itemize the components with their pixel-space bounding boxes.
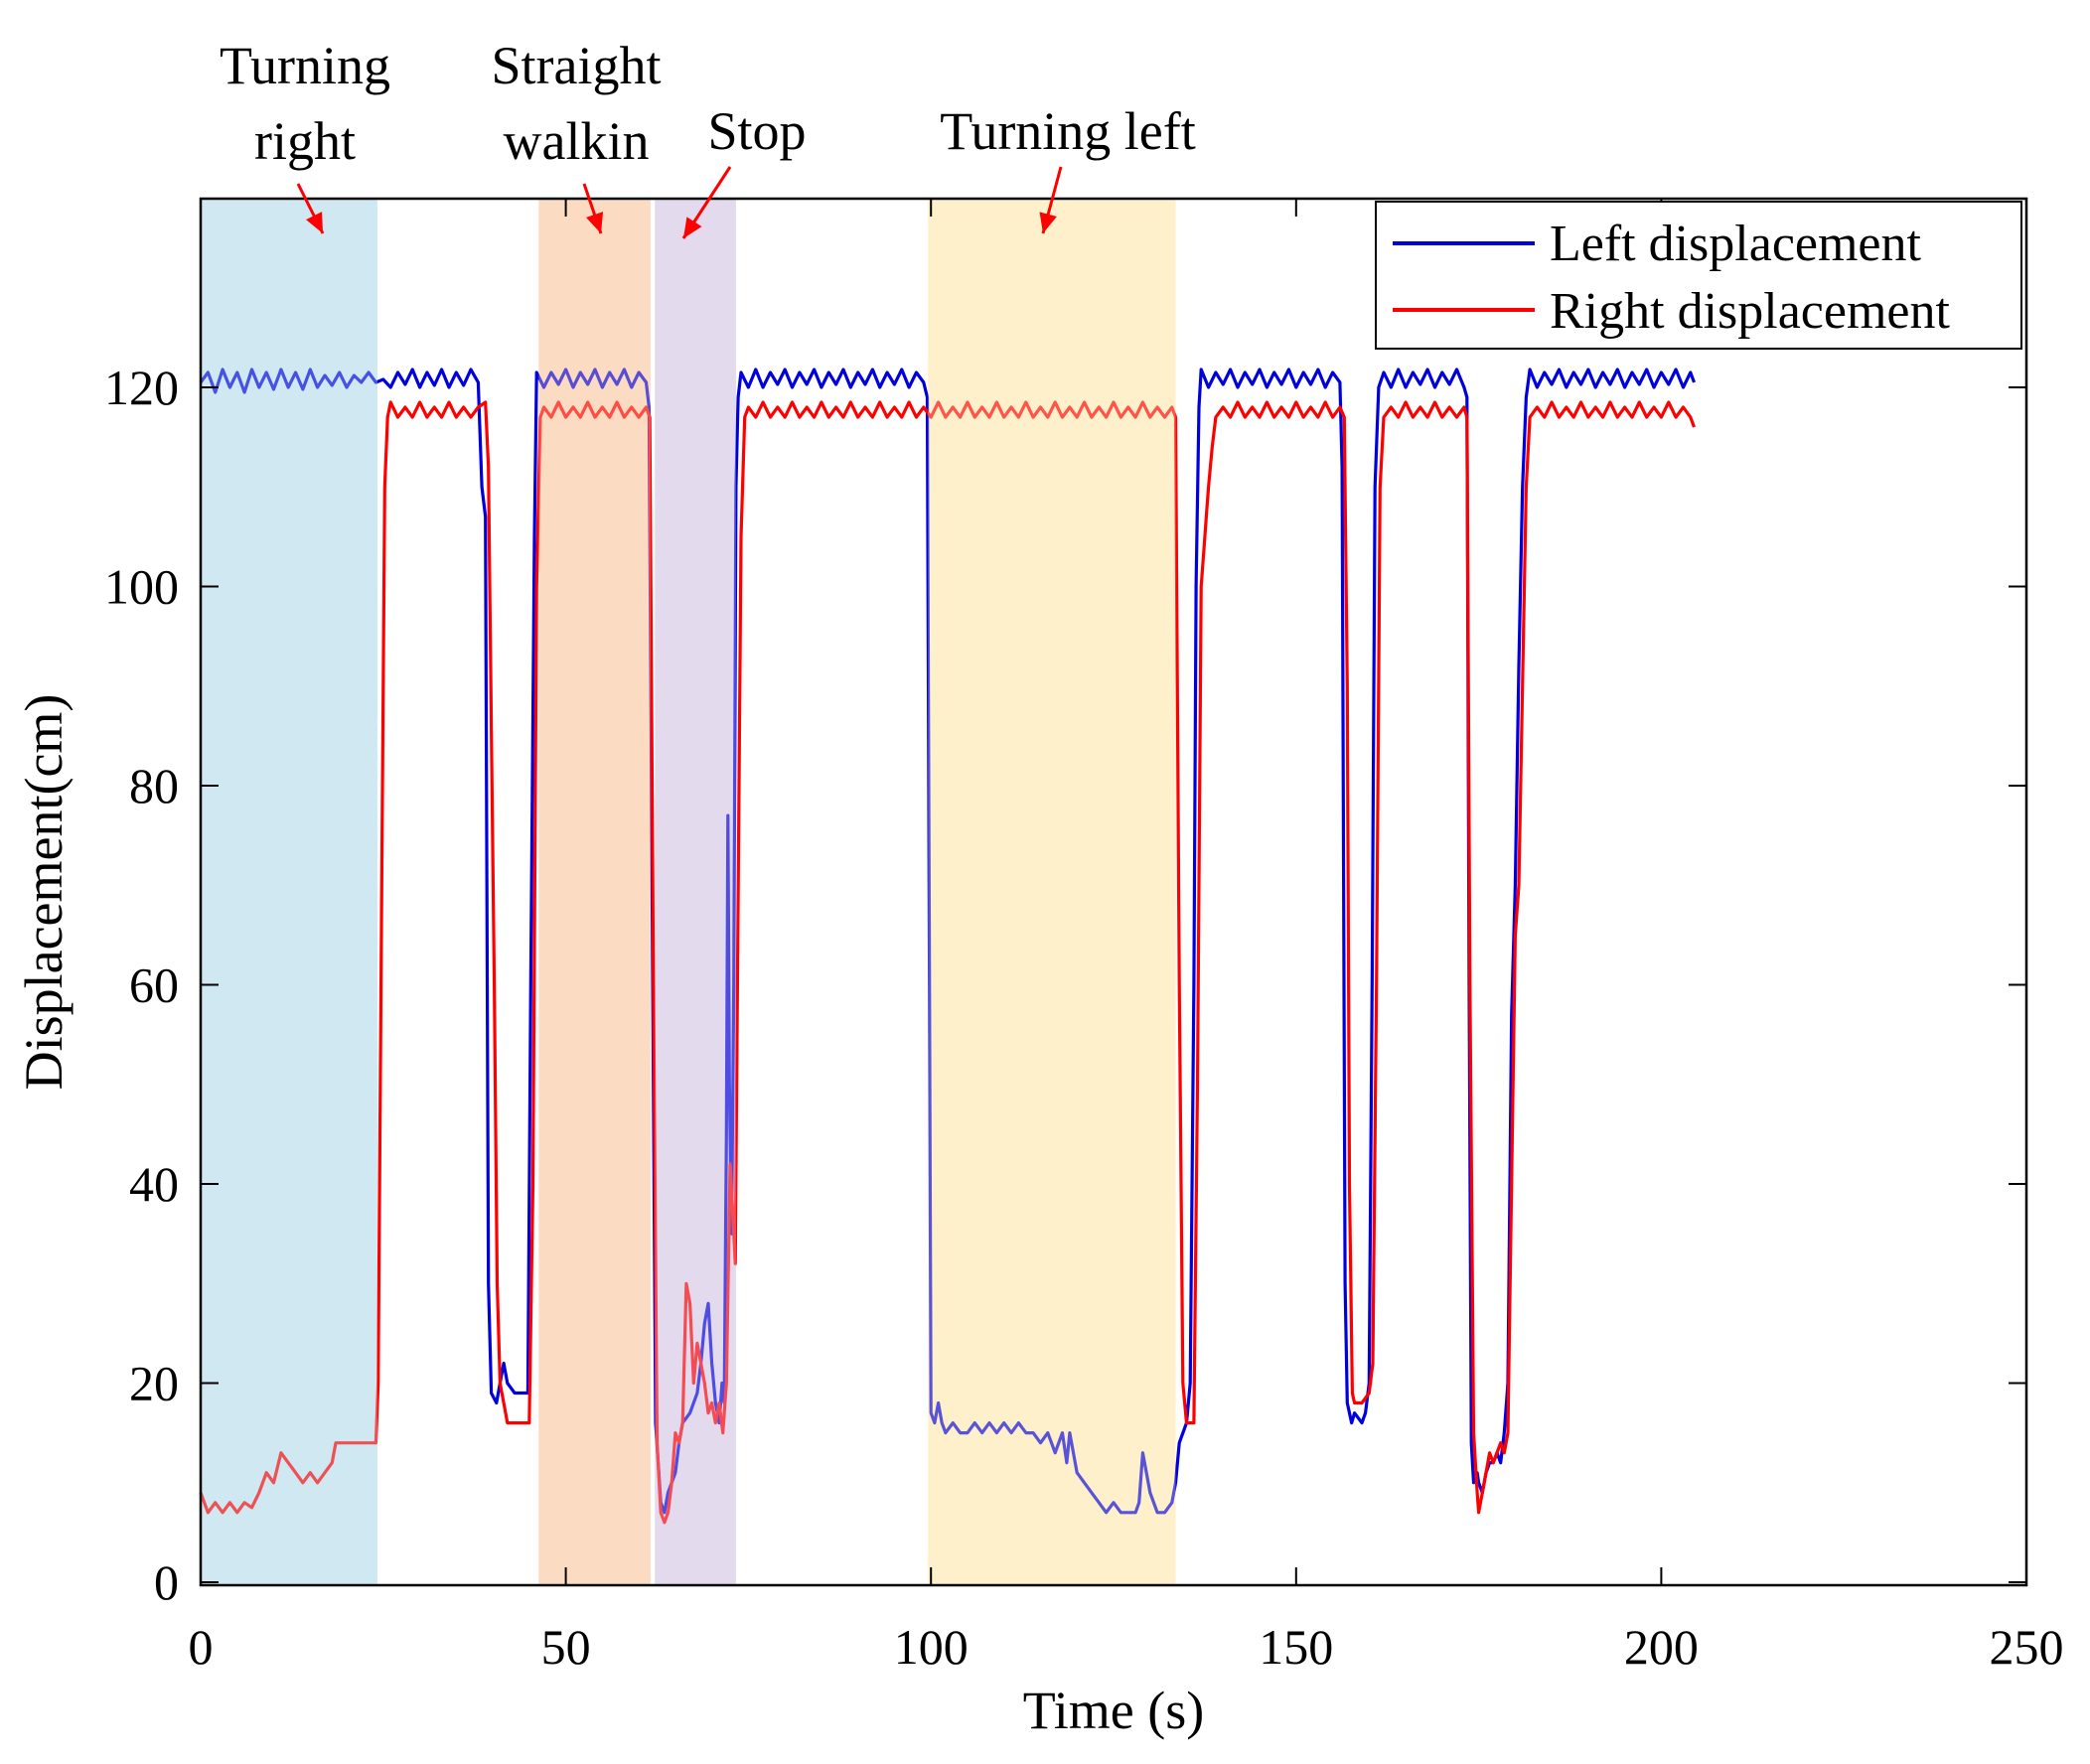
x-tick-label-150: 150	[1259, 1619, 1333, 1675]
region-label-1-line-0: Straight	[492, 36, 662, 95]
y-tick-label-20: 20	[129, 1356, 179, 1411]
region-overlay-2	[655, 199, 736, 1585]
series-line-right	[199, 400, 1697, 1525]
x-tick-label-250: 250	[1990, 1619, 2064, 1675]
region-1	[538, 199, 651, 1585]
region-label-1-line-1: walkin	[504, 111, 650, 171]
series-lines	[199, 199, 1697, 1585]
region-3	[928, 199, 1176, 1585]
region-overlay-3	[928, 199, 1176, 1585]
region-overlay-1	[538, 199, 651, 1585]
region-arrowhead-0	[306, 212, 323, 233]
legend: Left displacement Right displacement	[1375, 201, 2022, 350]
plot-frame	[199, 197, 2028, 1587]
x-tick-label-50: 50	[541, 1619, 591, 1675]
legend-label-left: Left displacement	[1550, 216, 1922, 272]
phase-regions	[201, 199, 1176, 1585]
y-tick-label-80: 80	[129, 758, 179, 813]
y-axis-title: Displacement(cm)	[14, 694, 74, 1091]
region-label-3-line-0: Turning left	[940, 101, 1196, 161]
region-label-0-line-0: Turning	[220, 36, 390, 95]
phase-annotations: Turning right Straight walkin Stop Turning le…	[220, 36, 1196, 239]
x-tick-label-0: 0	[189, 1619, 214, 1675]
axis-ticks: 0 50 100 150 200 250 0 20 40 60 80 100 120	[104, 199, 2064, 1675]
series-line-left	[199, 368, 1697, 1515]
y-tick-label-40: 40	[129, 1156, 179, 1212]
y-tick-label-0: 0	[154, 1554, 179, 1610]
region-overlay-0	[201, 199, 377, 1585]
y-tick-label-120: 120	[104, 360, 179, 415]
x-tick-label-100: 100	[894, 1619, 969, 1675]
x-tick-label-200: 200	[1624, 1619, 1699, 1675]
legend-label-right: Right displacement	[1550, 283, 1950, 340]
region-0	[201, 199, 377, 1585]
region-label-2-line-0: Stop	[707, 101, 806, 161]
region-arrowhead-2	[683, 217, 702, 238]
y-tick-label-60: 60	[129, 957, 179, 1013]
y-tick-label-100: 100	[104, 559, 179, 615]
x-axis-title: Time (s)	[1023, 1681, 1205, 1740]
region-arrowhead-1	[586, 212, 604, 233]
legend-box	[1375, 201, 2022, 350]
region-arrowhead-3	[1039, 212, 1057, 233]
region-label-0-line-1: right	[254, 111, 356, 171]
